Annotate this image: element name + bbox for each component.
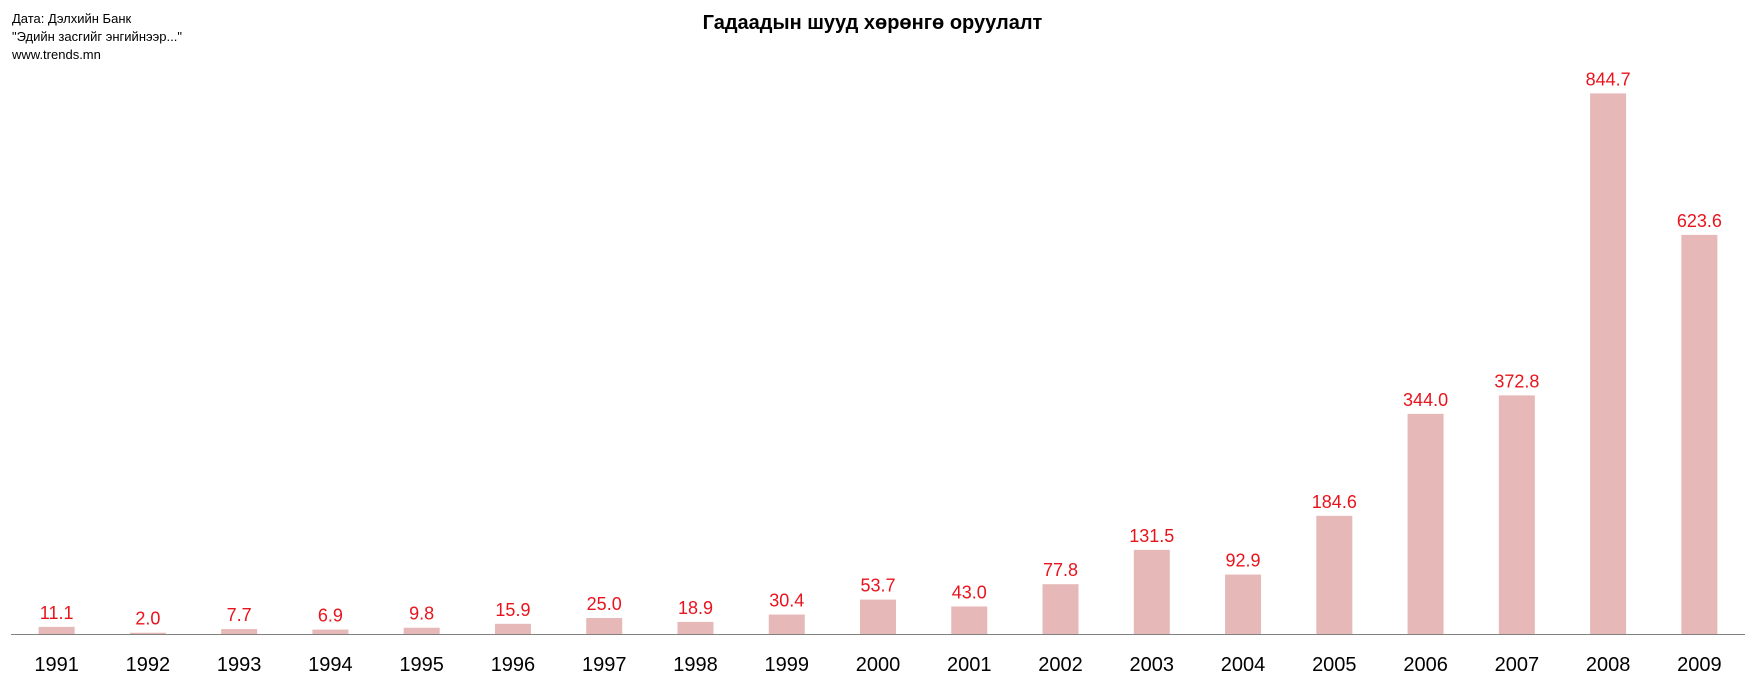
bar-1993: [221, 629, 258, 634]
x-tick-label-1995: 1995: [399, 654, 444, 676]
bar-2005: [1316, 515, 1353, 634]
bar-1995: [403, 627, 440, 634]
bar-1994: [312, 629, 349, 634]
bar-2008: [1590, 93, 1627, 635]
data-label-1991: 11.1: [40, 603, 74, 623]
data-label-1997: 25.0: [587, 594, 622, 614]
x-tick-label-2003: 2003: [1130, 654, 1175, 676]
data-label-1995: 9.8: [409, 604, 434, 624]
x-tick-label-2000: 2000: [856, 654, 901, 676]
x-tick-label-2001: 2001: [947, 654, 992, 676]
bar-2006: [1407, 413, 1444, 634]
bar-1996: [494, 623, 531, 634]
bar-1992: [129, 632, 166, 634]
data-label-1998: 18.9: [678, 598, 713, 618]
x-tick-label-1998: 1998: [673, 654, 718, 676]
bar-2007: [1498, 395, 1535, 634]
data-label-2001: 43.0: [952, 582, 987, 602]
source-line-2: "Эдийн засгийг энгийнээр...": [12, 29, 182, 44]
chart-title: Гадаадын шууд хөрөнгө оруулалт: [702, 12, 1043, 34]
bar-2004: [1225, 574, 1262, 634]
x-tick-label-2008: 2008: [1586, 654, 1631, 676]
bar-2009: [1681, 234, 1718, 634]
x-tick-label-2005: 2005: [1312, 654, 1357, 676]
x-tick-label-2007: 2007: [1495, 654, 1540, 676]
data-label-2008: 844.7: [1586, 69, 1631, 89]
x-tick-label-2009: 2009: [1677, 654, 1722, 676]
data-label-2009: 623.6: [1677, 211, 1722, 231]
bar-1991: [38, 626, 75, 634]
bar-2002: [1042, 584, 1079, 634]
x-tick-label-1996: 1996: [491, 654, 536, 676]
data-label-1993: 7.7: [227, 605, 252, 625]
data-label-2007: 372.8: [1494, 371, 1539, 391]
x-tick-label-1999: 1999: [764, 654, 809, 676]
data-label-2006: 344.0: [1403, 390, 1448, 410]
bar-1999: [768, 614, 805, 634]
x-tick-label-1997: 1997: [582, 654, 627, 676]
data-label-1996: 15.9: [495, 600, 530, 620]
bar-1997: [586, 618, 623, 634]
x-tick-label-1993: 1993: [217, 654, 262, 676]
bar-2000: [860, 599, 896, 634]
source-line-1: Дата: Дэлхийн Банк: [12, 11, 132, 26]
data-label-2005: 184.6: [1312, 492, 1357, 512]
x-tick-label-1994: 1994: [308, 654, 353, 676]
source-line-3: www.trends.mn: [12, 47, 101, 62]
data-label-2000: 53.7: [860, 576, 895, 596]
x-tick-label-2004: 2004: [1221, 654, 1266, 676]
data-label-1994: 6.9: [318, 606, 343, 626]
data-label-2004: 92.9: [1226, 551, 1261, 571]
x-tick-label-1991: 1991: [34, 654, 79, 676]
bar-1998: [677, 621, 714, 634]
x-tick-label-2006: 2006: [1403, 654, 1448, 676]
data-source-note: Дата: Дэлхийн Банк "Эдийн засгийг энгийн…: [12, 10, 182, 64]
data-label-1992: 2.0: [135, 609, 160, 629]
x-tick-label-2002: 2002: [1038, 654, 1083, 676]
bar-2003: [1133, 549, 1170, 634]
data-label-1999: 30.4: [769, 591, 804, 611]
x-tick-label-1992: 1992: [126, 654, 171, 676]
data-label-2003: 131.5: [1129, 526, 1174, 546]
bar-2001: [951, 606, 988, 634]
data-label-2002: 77.8: [1043, 560, 1078, 580]
